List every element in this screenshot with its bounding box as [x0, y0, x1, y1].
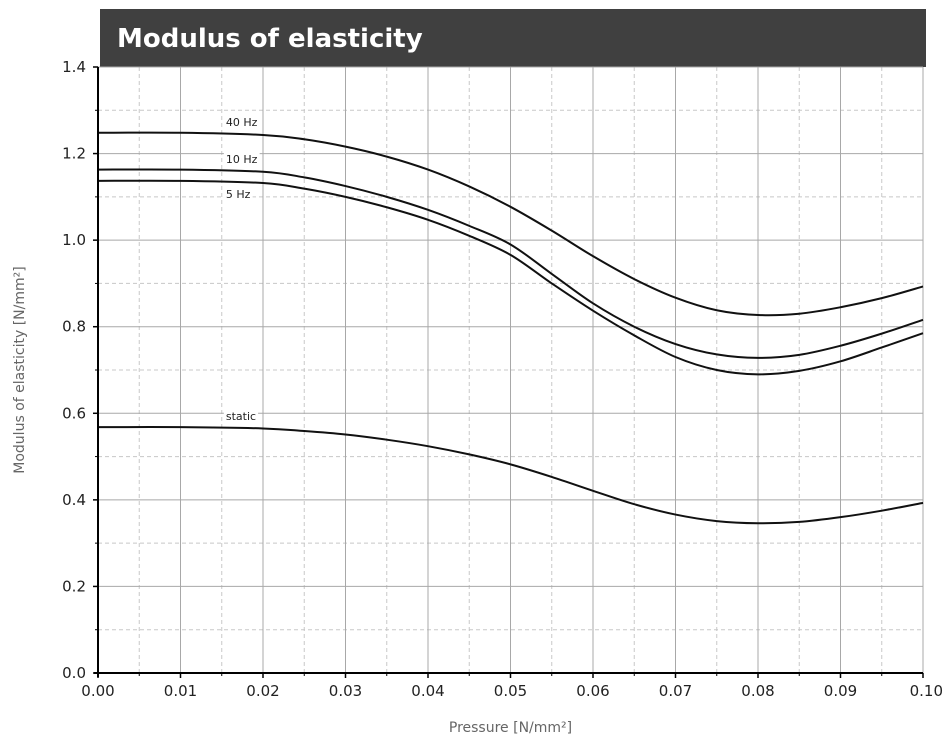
- series-line-static: [97, 426, 924, 525]
- series-line-10-hz: [97, 168, 924, 359]
- tick-labels: 0.00 0.01 0.02 0.03 0.04 0.05 0.06 0.07 0.08 0.09…: [62, 58, 943, 700]
- series-label-bg: [223, 188, 253, 202]
- y-axis-label: Modulus of elasticity [N/mm²]: [12, 266, 28, 473]
- series-layer: 40 Hz 10 Hz 5 Hz static: [97, 115, 924, 525]
- x-tick-label: 0.08: [741, 682, 774, 700]
- y-tick-label: 0.4: [62, 491, 86, 509]
- x-tick-label: 0.02: [246, 682, 279, 700]
- y-tick-label: 0.0: [62, 664, 86, 682]
- y-tick-label: 0.2: [62, 577, 86, 595]
- x-tick-label: 0.01: [164, 682, 197, 700]
- x-tick-label: 0.03: [329, 682, 362, 700]
- x-axis-label: Pressure [N/mm²]: [449, 720, 572, 736]
- series-label-bg: [223, 409, 259, 423]
- x-tick-label: 0.06: [576, 682, 609, 700]
- y-tick-label: 0.8: [62, 318, 86, 336]
- chart-title-bar: Modulus of elasticity: [100, 9, 926, 67]
- series-label-40-hz: 40 Hz: [226, 116, 258, 129]
- x-tick-label: 0.05: [494, 682, 527, 700]
- y-tick-label: 1.0: [62, 231, 86, 249]
- series-line-5-hz: [97, 179, 924, 376]
- series-label-5-hz: 5 Hz: [226, 188, 251, 201]
- series-label-bg: [223, 115, 260, 129]
- series-label-static: static: [226, 410, 256, 423]
- x-tick-label: 0.04: [411, 682, 444, 700]
- y-tick-label: 1.2: [62, 145, 86, 163]
- series-label-10-hz: 10 Hz: [226, 153, 258, 166]
- x-tick-label: 0.09: [824, 682, 857, 700]
- chart-title: Modulus of elasticity: [117, 24, 423, 54]
- x-tick-label: 0.00: [81, 682, 114, 700]
- x-tick-label: 0.10: [910, 682, 943, 700]
- series-line-40-hz: [97, 131, 924, 317]
- x-tick-label: 0.07: [659, 682, 692, 700]
- series-label-bg: [223, 152, 260, 166]
- y-tick-label: 0.6: [62, 404, 86, 422]
- y-tick-label: 1.4: [62, 58, 86, 76]
- axes: [93, 66, 924, 678]
